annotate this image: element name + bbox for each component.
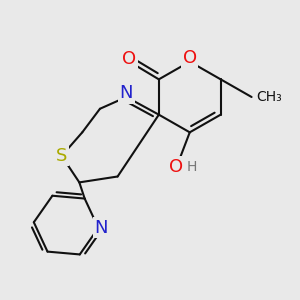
Text: O: O <box>169 158 184 176</box>
Text: H: H <box>187 160 197 174</box>
Text: O: O <box>183 49 197 67</box>
Text: N: N <box>120 85 133 103</box>
Text: N: N <box>94 219 108 237</box>
Text: O: O <box>122 50 136 68</box>
Text: S: S <box>56 147 68 165</box>
Text: CH₃: CH₃ <box>256 90 282 104</box>
